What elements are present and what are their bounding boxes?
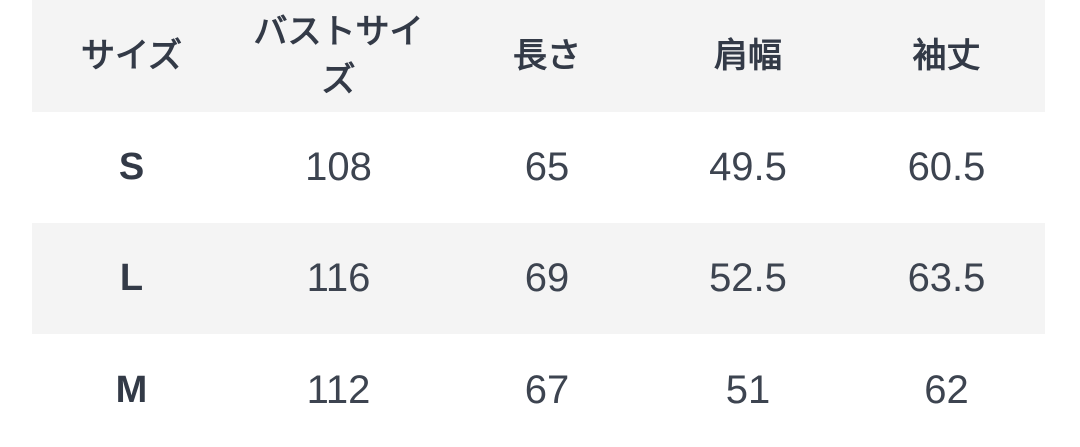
size-chart: サイズ バストサイズ 長さ 肩幅 袖丈 S 108 65 49.5 60.5 L…	[32, 0, 1045, 447]
length-value: 69	[524, 256, 570, 300]
bust-value: 108	[305, 145, 372, 189]
sleeve-value: 62	[924, 368, 969, 412]
shoulder-value: 52.5	[709, 256, 787, 300]
column-header-length: 長さ	[513, 37, 581, 75]
size-label: L	[119, 257, 144, 299]
size-label: S	[118, 146, 145, 188]
shoulder-value: 51	[725, 368, 771, 412]
length-value: 65	[524, 145, 570, 189]
sleeve-value: 63.5	[907, 256, 986, 300]
column-header-sleeve: 袖丈	[912, 37, 981, 75]
column-header-bust: バストサイズ	[253, 13, 424, 99]
column-header-shoulder: 肩幅	[714, 37, 782, 75]
column-header-size: サイズ	[81, 37, 182, 75]
size-label: M	[115, 369, 148, 411]
size-chart-header-row: サイズ バストサイズ 長さ 肩幅 袖丈	[32, 0, 1045, 112]
length-value: 67	[524, 368, 570, 412]
sleeve-value: 60.5	[907, 145, 986, 189]
table-row-size-l: L 116 69 52.5 63.5	[32, 223, 1045, 334]
shoulder-value: 49.5	[709, 145, 787, 189]
bust-value: 116	[306, 256, 371, 300]
bust-value: 112	[306, 368, 371, 412]
table-row-size-s: S 108 65 49.5 60.5	[32, 112, 1045, 223]
size-chart-table: サイズ バストサイズ 長さ 肩幅 袖丈 S 108 65 49.5 60.5 L…	[32, 0, 1045, 447]
table-row-size-m: M 112 67 51 62	[32, 334, 1045, 447]
